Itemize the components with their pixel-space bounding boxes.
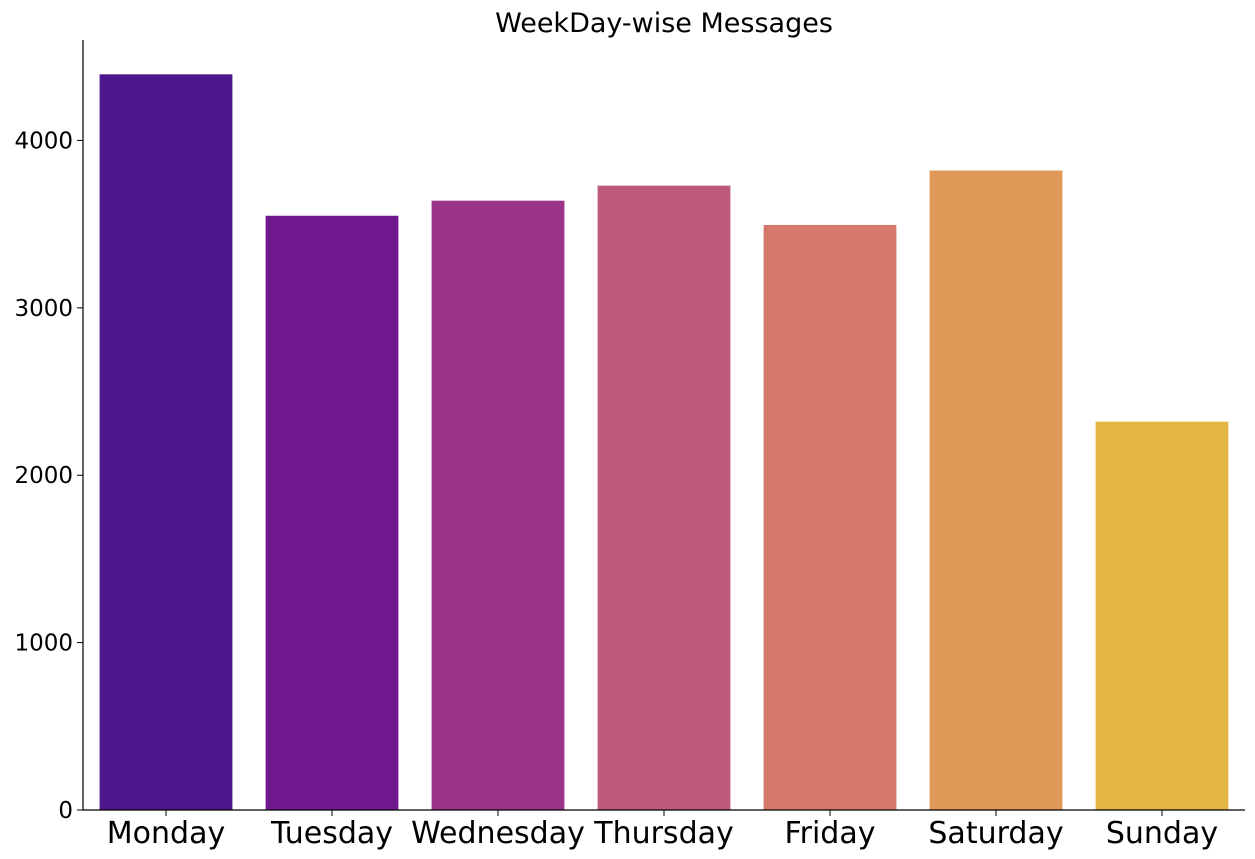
x-tick-label: Thursday <box>593 816 734 851</box>
bar-thursday <box>597 185 731 810</box>
bar-wednesday <box>431 200 565 810</box>
bar-tuesday <box>265 215 399 810</box>
y-tick-label: 3000 <box>14 296 73 322</box>
y-tick-label: 0 <box>58 798 73 824</box>
bar-sunday <box>1095 421 1229 810</box>
y-axis-ticks: 0 1000 2000 3000 4000 <box>14 128 83 824</box>
chart-title: WeekDay-wise Messages <box>495 8 833 39</box>
x-tick-label: Sunday <box>1106 816 1218 851</box>
x-tick-label: Saturday <box>928 816 1063 851</box>
bars-group <box>99 74 1229 811</box>
x-tick-label: Monday <box>107 816 225 851</box>
y-tick-label: 4000 <box>14 128 73 154</box>
x-tick-label: Friday <box>785 816 876 851</box>
x-axis-ticks: Monday Tuesday Wednesday Thursday Friday Satu… <box>107 810 1218 851</box>
x-tick-label: Wednesday <box>411 816 585 851</box>
bar-friday <box>763 224 897 810</box>
y-tick-label: 2000 <box>14 463 73 489</box>
bar-monday <box>99 74 233 811</box>
x-tick-label: Tuesday <box>270 816 393 851</box>
bar-saturday <box>929 170 1063 811</box>
y-tick-label: 1000 <box>14 631 73 657</box>
